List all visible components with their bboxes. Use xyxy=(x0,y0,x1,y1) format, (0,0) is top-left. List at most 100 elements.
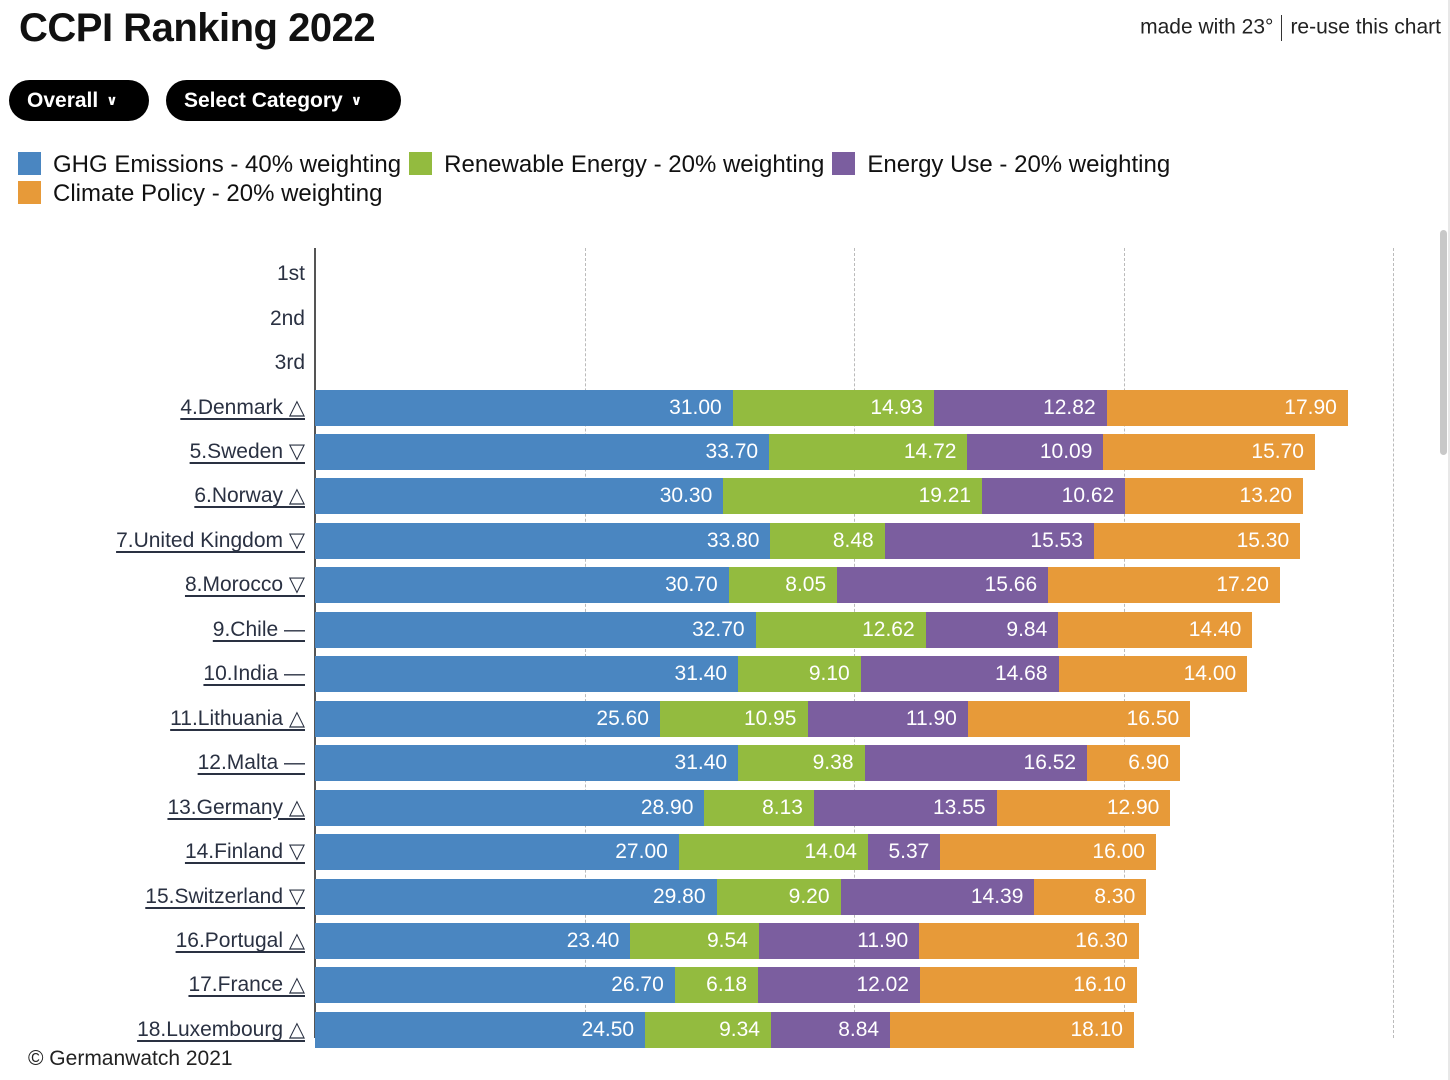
bar-segment[interactable]: 12.62 xyxy=(755,611,926,648)
bar-segment[interactable]: 15.53 xyxy=(884,522,1094,559)
bar-segment[interactable]: 14.40 xyxy=(1058,611,1253,648)
bar-segment[interactable]: 16.00 xyxy=(940,834,1156,871)
bar-segment[interactable]: 15.70 xyxy=(1103,434,1315,471)
select-category-dropdown[interactable]: Select Category ∨ xyxy=(166,80,401,121)
bar-value-label: 14.04 xyxy=(804,840,857,864)
bar-segment[interactable]: 6.90 xyxy=(1087,745,1181,782)
reuse-chart-link[interactable]: re-use this chart xyxy=(1290,15,1441,39)
row-label[interactable]: 15.Switzerland ▽ xyxy=(145,884,305,908)
row-label[interactable]: 9.Chile — xyxy=(212,617,305,641)
bar-segment[interactable]: 30.70 xyxy=(315,567,729,604)
credits: made with 23° re-use this chart xyxy=(1140,15,1441,41)
legend-label: Climate Policy - 20% weighting xyxy=(53,180,383,207)
bar-segment[interactable]: 14.04 xyxy=(678,834,868,871)
bar-segment[interactable]: 26.70 xyxy=(315,967,675,1004)
bar-segment[interactable]: 16.50 xyxy=(967,700,1191,737)
scrollbar[interactable] xyxy=(1440,230,1447,455)
overall-label: Overall xyxy=(27,88,99,112)
bar-segment[interactable]: 12.02 xyxy=(758,967,921,1004)
bar-segment[interactable]: 9.34 xyxy=(645,1011,771,1048)
bar-segment[interactable]: 19.21 xyxy=(723,478,983,515)
row-label: 1st xyxy=(276,262,305,286)
bar-segment[interactable]: 28.90 xyxy=(315,789,705,826)
row-label[interactable]: 11.Lithuania △ xyxy=(170,706,305,730)
bar-value-label: 6.90 xyxy=(1128,751,1170,775)
bar-segment[interactable]: 23.40 xyxy=(315,922,631,959)
row-label[interactable]: 17.France △ xyxy=(188,973,305,997)
bar-segment[interactable]: 9.54 xyxy=(630,922,759,959)
bar-segment[interactable]: 29.80 xyxy=(315,878,717,915)
bar-segment[interactable]: 31.00 xyxy=(315,389,733,426)
bar-segment[interactable]: 16.52 xyxy=(864,745,1088,782)
bar-segment[interactable]: 14.00 xyxy=(1058,656,1248,693)
bar-segment[interactable]: 17.90 xyxy=(1106,389,1348,426)
overall-dropdown[interactable]: Overall ∨ xyxy=(9,80,149,121)
bar-segment[interactable]: 12.82 xyxy=(933,389,1107,426)
bar-value-label: 16.30 xyxy=(1075,928,1128,952)
bar-segment[interactable]: 10.09 xyxy=(967,434,1104,471)
bar-segment[interactable]: 9.10 xyxy=(738,656,861,693)
bar-value-label: 16.52 xyxy=(1023,751,1077,775)
row-label[interactable]: 16.Portugal △ xyxy=(175,928,305,952)
bar-segment[interactable]: 6.18 xyxy=(674,967,759,1004)
legend-item[interactable]: GHG Emissions - 40% weighting xyxy=(18,150,401,179)
bar-segment[interactable]: 14.39 xyxy=(840,878,1035,915)
bar-segment[interactable]: 33.70 xyxy=(315,434,770,471)
row-label[interactable]: 5.Sweden ▽ xyxy=(189,440,305,464)
row-label[interactable]: 18.Luxembourg △ xyxy=(137,1017,305,1041)
bar-segment[interactable]: 14.72 xyxy=(769,434,968,471)
bar-value-label: 24.50 xyxy=(581,1017,635,1041)
bar-segment[interactable]: 5.37 xyxy=(868,834,941,871)
bar-segment[interactable]: 16.10 xyxy=(920,967,1137,1004)
bar-segment[interactable]: 9.20 xyxy=(716,878,841,915)
bar-segment[interactable]: 17.20 xyxy=(1048,567,1280,604)
bar-segment[interactable]: 31.40 xyxy=(315,745,739,782)
legend-swatch xyxy=(409,152,433,175)
legend-item[interactable]: Renewable Energy - 20% weighting xyxy=(409,150,824,179)
made-with-link[interactable]: made with 23° xyxy=(1140,15,1274,39)
bar-segment[interactable]: 8.48 xyxy=(770,522,885,559)
bar-segment[interactable]: 11.90 xyxy=(807,700,968,737)
row-label[interactable]: 4.Denmark △ xyxy=(180,395,305,419)
bar-segment[interactable]: 33.80 xyxy=(315,522,771,559)
bar-value-label: 19.21 xyxy=(918,484,972,508)
bar-segment[interactable]: 10.62 xyxy=(982,478,1126,515)
legend-item[interactable]: Climate Policy - 20% weighting xyxy=(18,179,382,208)
bar-segment[interactable]: 14.68 xyxy=(860,656,1059,693)
bar-segment[interactable]: 16.30 xyxy=(919,922,1139,959)
bar-segment[interactable]: 9.84 xyxy=(925,611,1059,648)
row-label[interactable]: 7.United Kingdom ▽ xyxy=(116,528,305,552)
bar-segment[interactable]: 9.38 xyxy=(738,745,865,782)
row-label: 2nd xyxy=(269,306,305,330)
row-label[interactable]: 14.Finland ▽ xyxy=(184,840,305,864)
bar-segment[interactable]: 25.60 xyxy=(315,700,660,737)
bar-segment[interactable]: 24.50 xyxy=(315,1011,646,1048)
bar-segment[interactable]: 30.30 xyxy=(315,478,724,515)
bar-segment[interactable]: 10.95 xyxy=(659,700,808,737)
bar-segment[interactable]: 31.40 xyxy=(315,656,739,693)
row-label[interactable]: 10.India — xyxy=(203,662,305,686)
bar-segment[interactable]: 18.10 xyxy=(890,1011,1134,1048)
bar-segment[interactable]: 27.00 xyxy=(315,834,679,871)
bar-segment[interactable]: 8.05 xyxy=(728,567,838,604)
chevron-down-icon: ∨ xyxy=(106,92,118,108)
legend-item[interactable]: Energy Use - 20% weighting xyxy=(832,150,1170,179)
bar-segment[interactable]: 13.20 xyxy=(1125,478,1304,515)
row-label[interactable]: 8.Morocco ▽ xyxy=(184,573,305,597)
bar-segment[interactable]: 8.84 xyxy=(770,1011,891,1048)
bar-segment[interactable]: 12.90 xyxy=(996,789,1171,826)
row-label[interactable]: 6.Norway △ xyxy=(194,484,305,508)
bar-segment[interactable]: 15.66 xyxy=(837,567,1049,604)
select-category-label: Select Category xyxy=(184,88,343,112)
bar-segment[interactable]: 13.55 xyxy=(813,789,997,826)
bar-segment[interactable]: 14.93 xyxy=(732,389,934,426)
bar-segment[interactable]: 11.90 xyxy=(758,922,920,959)
bar-segment[interactable]: 8.13 xyxy=(704,789,814,826)
bar-segment[interactable]: 32.70 xyxy=(315,611,756,648)
bar-segment[interactable]: 8.30 xyxy=(1034,878,1147,915)
chevron-down-icon: ∨ xyxy=(350,92,363,108)
row-label[interactable]: 13.Germany △ xyxy=(167,795,305,819)
row-label[interactable]: 12.Malta — xyxy=(197,751,305,775)
bar-segment[interactable]: 15.30 xyxy=(1093,522,1301,559)
